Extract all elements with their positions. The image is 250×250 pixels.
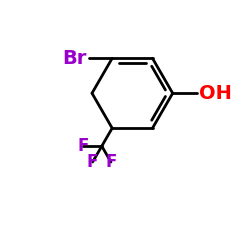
Text: F: F [78, 137, 89, 155]
Text: F: F [105, 153, 117, 171]
Text: Br: Br [62, 49, 87, 68]
Text: F: F [87, 153, 98, 171]
Text: OH: OH [199, 84, 232, 103]
